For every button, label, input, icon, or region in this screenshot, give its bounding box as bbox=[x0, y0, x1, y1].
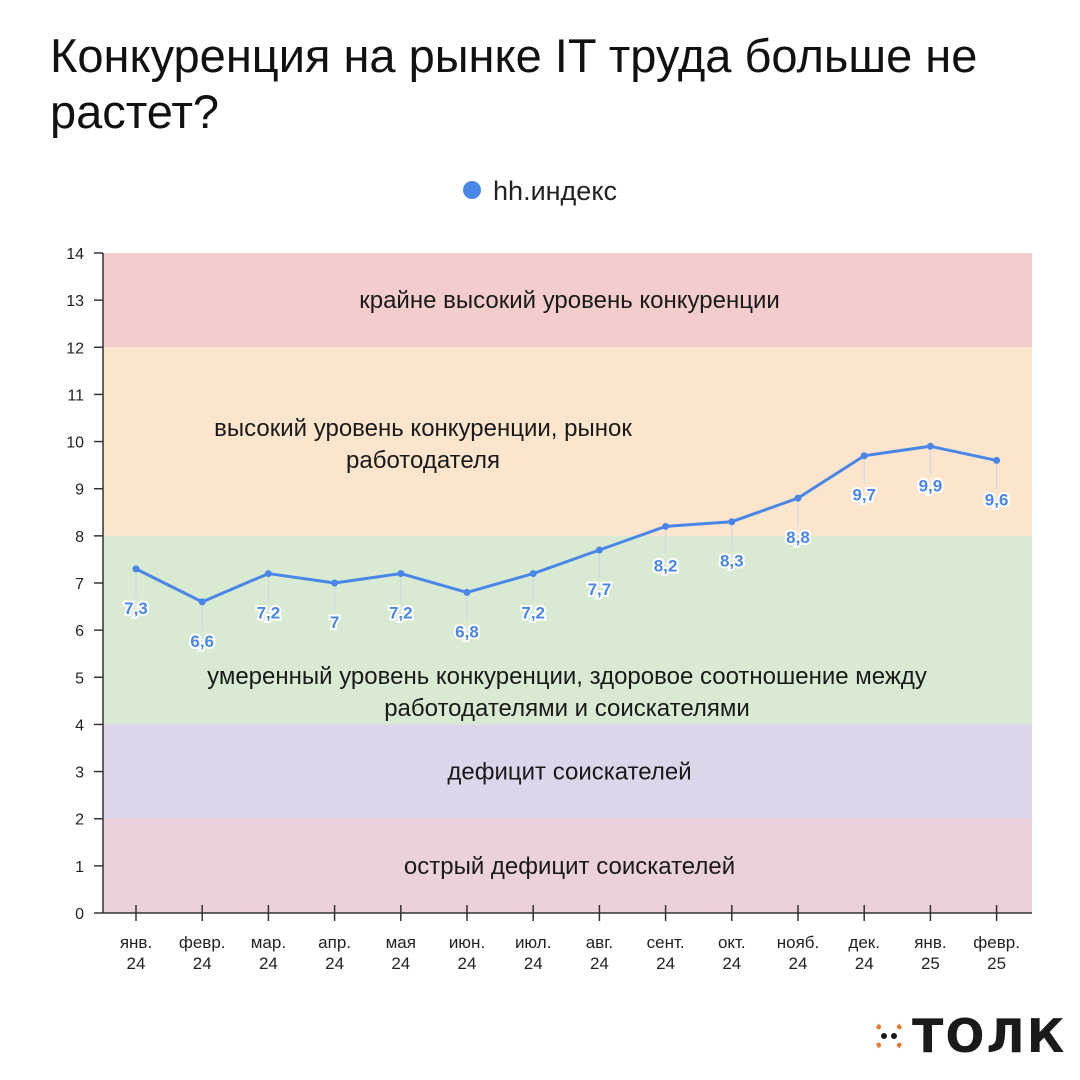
data-label: 9,6 bbox=[985, 490, 1009, 509]
x-tick-label: 25 bbox=[987, 954, 1006, 973]
data-label: 6,8 bbox=[455, 622, 479, 641]
y-tick-label: 12 bbox=[66, 340, 84, 357]
x-tick-label: февр. bbox=[973, 933, 1020, 952]
band-label: умеренный уровень конкуренции, здоровое … bbox=[207, 663, 927, 690]
legend-label: hh.индекс bbox=[493, 176, 617, 206]
data-point bbox=[397, 570, 405, 578]
line-chart: крайне высокий уровень конкуренции высоки… bbox=[66, 246, 1032, 973]
x-tick-label: 24 bbox=[789, 954, 808, 973]
data-label: 8,2 bbox=[654, 556, 678, 575]
band-label: дефицит соискателей bbox=[447, 759, 691, 786]
x-tick-label: 24 bbox=[590, 954, 609, 973]
data-label: 7,2 bbox=[521, 604, 545, 623]
logo-text: ТОЛК bbox=[912, 1009, 1067, 1063]
band-1 bbox=[103, 347, 1032, 536]
band-4 bbox=[103, 818, 1032, 913]
x-tick-label: 24 bbox=[656, 954, 675, 973]
x-tick-label: 24 bbox=[722, 954, 741, 973]
chart-legend: hh.индекс bbox=[0, 176, 1080, 207]
x-tick-label: мая bbox=[386, 933, 416, 952]
data-point bbox=[926, 442, 934, 450]
x-tick-label: нояб. bbox=[777, 933, 820, 952]
x-tick-label: 25 bbox=[921, 954, 940, 973]
data-point bbox=[993, 456, 1001, 464]
band-label: острый дефицит соискателей bbox=[404, 853, 735, 880]
series-line bbox=[134, 444, 999, 604]
y-tick-label: 6 bbox=[75, 623, 84, 640]
data-point bbox=[529, 570, 537, 578]
data-point bbox=[595, 546, 603, 554]
x-tick-label: авг. bbox=[586, 933, 613, 952]
page-title: Конкуренция на рынке IT труда больше не … bbox=[50, 29, 978, 138]
band-3 bbox=[103, 724, 1032, 819]
y-tick-label: 1 bbox=[75, 859, 84, 876]
data-point bbox=[198, 598, 206, 606]
band-label: крайне высокий уровень конкуренции bbox=[359, 287, 780, 314]
band-0 bbox=[103, 253, 1032, 348]
x-tick-label: 24 bbox=[524, 954, 543, 973]
data-point bbox=[860, 452, 868, 460]
x-tick-label: сент. bbox=[647, 933, 685, 952]
y-tick-label: 7 bbox=[75, 576, 84, 593]
data-label: 7,7 bbox=[588, 580, 612, 599]
x-tick-label: 24 bbox=[391, 954, 410, 973]
band-label: работодателя bbox=[346, 447, 500, 474]
y-tick-label: 10 bbox=[66, 435, 84, 452]
data-point bbox=[794, 494, 802, 502]
x-tick-label: февр. bbox=[179, 933, 226, 952]
data-label: 6,6 bbox=[190, 632, 214, 651]
y-tick-label: 2 bbox=[75, 812, 84, 829]
band-label: высокий уровень конкуренции, рынок bbox=[214, 415, 632, 442]
x-tick-label: 24 bbox=[259, 954, 278, 973]
data-label: 7,3 bbox=[124, 599, 148, 618]
data-label: 8,3 bbox=[720, 552, 744, 571]
data-label: 7 bbox=[330, 613, 339, 632]
x-tick-label: 24 bbox=[855, 954, 874, 973]
x-tick-label: 24 bbox=[193, 954, 212, 973]
x-tick-label: мар. bbox=[251, 933, 286, 952]
logo-mark-icon bbox=[876, 1023, 902, 1048]
x-tick-label: окт. bbox=[718, 933, 746, 952]
y-tick-label: 5 bbox=[75, 670, 84, 687]
y-tick-label: 9 bbox=[75, 482, 84, 499]
band-label: работодателями и соискателями bbox=[384, 695, 750, 722]
x-tick-label: июл. bbox=[515, 933, 552, 952]
y-tick-label: 3 bbox=[75, 765, 84, 782]
legend-marker bbox=[463, 180, 482, 199]
data-point bbox=[463, 588, 471, 596]
x-tick-label: 24 bbox=[458, 954, 477, 973]
data-label: 8,8 bbox=[786, 528, 810, 547]
y-tick-label: 4 bbox=[75, 717, 84, 734]
y-tick-label: 14 bbox=[66, 246, 84, 263]
x-tick-label: янв. bbox=[914, 933, 946, 952]
company-logo: ТОЛК bbox=[872, 1010, 1066, 1062]
x-tick-label: июн. bbox=[449, 933, 485, 952]
x-tick-label: 24 bbox=[325, 954, 344, 973]
y-tick-label: 0 bbox=[75, 906, 84, 923]
x-tick-label: 24 bbox=[127, 954, 146, 973]
y-tick-label: 11 bbox=[67, 387, 84, 404]
data-point bbox=[331, 579, 339, 587]
data-point bbox=[132, 565, 140, 573]
data-label: 9,7 bbox=[852, 486, 876, 505]
data-label: 7,2 bbox=[389, 604, 413, 623]
data-point bbox=[662, 522, 670, 530]
data-point bbox=[728, 518, 736, 526]
x-tick-label: апр. bbox=[318, 933, 351, 952]
x-tick-label: янв. bbox=[120, 933, 152, 952]
data-label: 9,9 bbox=[919, 476, 943, 495]
y-tick-label: 13 bbox=[66, 293, 84, 310]
data-point bbox=[264, 570, 272, 578]
y-tick-label: 8 bbox=[75, 529, 84, 546]
x-tick-label: дек. bbox=[848, 933, 880, 952]
band-2 bbox=[103, 535, 1032, 725]
data-label: 7,2 bbox=[257, 604, 281, 623]
